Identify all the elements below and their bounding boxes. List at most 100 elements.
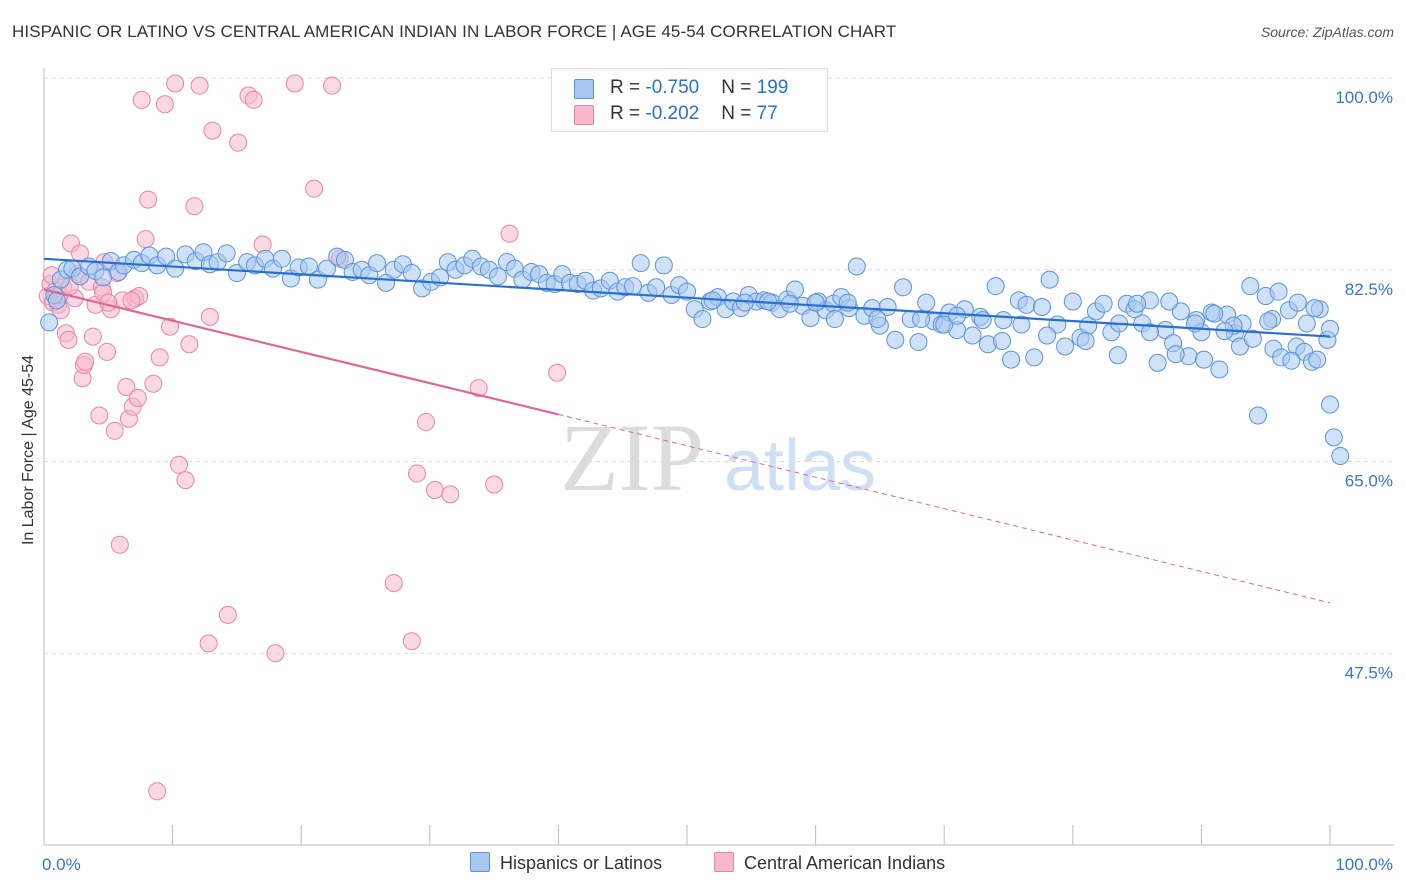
blue-point <box>801 308 820 327</box>
blue-point <box>272 249 291 268</box>
blue-point <box>217 244 236 263</box>
source-label: Source: ZipAtlas.com <box>1260 24 1394 40</box>
x-tick-label: 0.0% <box>42 855 81 874</box>
blue-point <box>806 293 825 312</box>
blue-point <box>1288 293 1307 312</box>
blue-point <box>1056 337 1075 356</box>
legend-n-label: N = <box>721 77 757 98</box>
pink-point <box>170 455 189 474</box>
bottom-legend-swatch-pink <box>714 852 734 872</box>
blue-point <box>878 298 897 317</box>
blue-point <box>1148 353 1167 372</box>
pink-point <box>441 485 460 504</box>
blue-point <box>1241 277 1260 296</box>
blue-point <box>1321 319 1339 338</box>
blue-point <box>1297 314 1316 333</box>
blue-point <box>1210 360 1229 379</box>
bottom-legend-label: Central American Indians <box>744 853 946 873</box>
blue-point <box>1331 447 1350 466</box>
pink-point <box>90 406 109 425</box>
pink-point <box>98 342 117 361</box>
blue-point <box>631 254 650 273</box>
pink-point <box>323 76 342 95</box>
blue-point <box>917 293 936 312</box>
pink-point <box>76 352 95 371</box>
legend-r-value: -0.750 <box>645 77 700 98</box>
pink-point <box>229 133 248 152</box>
blue-point <box>488 267 507 286</box>
blue-point <box>994 311 1013 330</box>
blue-point <box>1248 406 1267 425</box>
legend-r-value: -0.202 <box>645 103 700 124</box>
blue-point <box>963 326 982 345</box>
blue-point <box>1308 350 1327 369</box>
pink-point <box>190 76 209 95</box>
blue-point <box>1243 329 1262 348</box>
pink-point <box>203 121 222 140</box>
blue-point <box>912 310 931 329</box>
watermark: ZIP atlas <box>560 404 876 511</box>
pink-point <box>148 782 167 801</box>
blue-point <box>1259 312 1278 331</box>
axes <box>43 68 1394 846</box>
legend-n-value: 199 <box>756 77 789 98</box>
blue-point <box>654 256 673 275</box>
pink-point <box>200 307 219 326</box>
chart-title: HISPANIC OR LATINO VS CENTRAL AMERICAN I… <box>12 22 897 41</box>
blue-point <box>894 278 913 297</box>
pink-trend-line-dashed <box>558 413 1331 604</box>
blue-point <box>1305 299 1324 318</box>
pink-point <box>218 605 237 624</box>
pink-point <box>110 535 129 554</box>
legend-r-label: R = <box>610 77 646 98</box>
y-tick-label: 82.5% <box>1345 280 1393 299</box>
blue-point <box>1108 346 1127 365</box>
blue-point <box>1140 323 1159 342</box>
blue-point <box>368 254 387 273</box>
blue-point <box>1128 294 1147 313</box>
pink-point <box>199 634 218 653</box>
pink-point <box>176 471 195 490</box>
tick-labels: 47.5% 65.0% 82.5% 100.0% 0.0% 100.0% <box>42 88 1393 874</box>
pink-point <box>139 190 158 209</box>
blue-point <box>623 277 642 296</box>
pink-point <box>144 374 163 393</box>
blue-point <box>886 330 905 349</box>
legend-swatch-blue <box>574 79 594 99</box>
pink-point <box>407 464 426 483</box>
blue-point <box>847 257 866 276</box>
blue-trend-line <box>43 257 1331 338</box>
blue-point <box>1038 326 1057 345</box>
y-tick-label: 100.0% <box>1335 88 1393 107</box>
pink-point <box>83 327 102 346</box>
grid <box>44 77 1394 654</box>
pink-point <box>122 291 141 310</box>
pink-point <box>161 317 180 336</box>
blue-point <box>1094 294 1113 313</box>
y-tick-label: 47.5% <box>1345 663 1393 682</box>
bottom-legend-central-american: Central American Indians <box>714 852 945 876</box>
blue-point <box>1160 292 1179 311</box>
pink-point <box>384 574 403 593</box>
pink-point <box>266 644 285 663</box>
pink-point <box>155 95 174 114</box>
blue-point <box>1012 315 1031 334</box>
blue-point <box>993 331 1012 350</box>
blue-point <box>1017 295 1036 314</box>
legend-n-label: N = <box>721 103 757 124</box>
y-tick-label: 65.0% <box>1345 472 1393 491</box>
blue-point <box>986 277 1005 296</box>
blue-point <box>678 282 696 301</box>
pink-point <box>117 377 136 396</box>
pink-point <box>185 197 204 216</box>
pink-point <box>500 224 519 243</box>
blue-point <box>1002 350 1021 369</box>
pink-point <box>425 480 444 499</box>
blue-point <box>1282 351 1301 370</box>
pink-point <box>105 421 124 440</box>
watermark-atlas: atlas <box>724 426 876 506</box>
blue-point <box>1063 292 1082 311</box>
pink-trend-line <box>43 288 559 416</box>
blue-point <box>1194 350 1213 369</box>
